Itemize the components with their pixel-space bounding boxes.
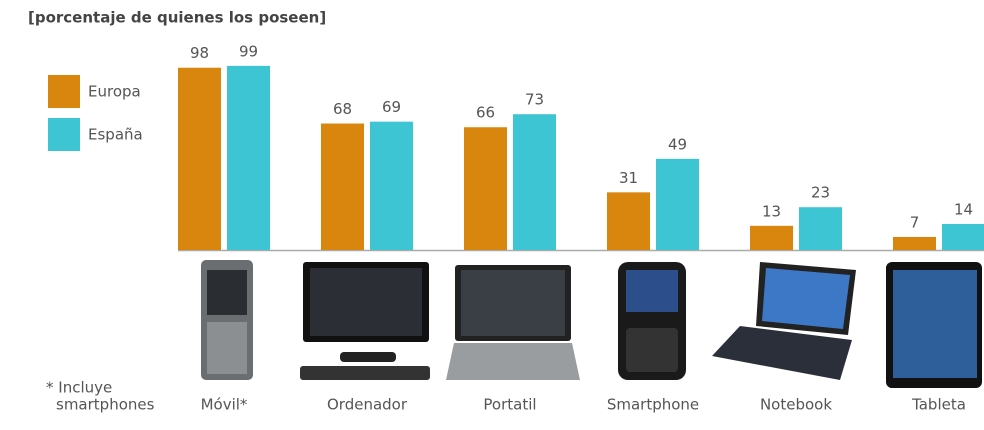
value-label: 23 [811,184,830,202]
value-label: 31 [619,169,638,187]
value-label: 99 [239,42,258,60]
phone-image [201,260,253,380]
legend-swatch [48,118,80,151]
footnote: * Incluye smartphones [46,379,155,414]
tablet-image [886,262,982,388]
x-tick-label: Portatil [483,396,536,414]
x-tick-label: Notebook [760,396,832,414]
value-label: 98 [190,44,209,62]
value-label: 7 [910,213,920,231]
value-label: 69 [382,98,401,116]
bar [656,158,699,250]
x-tick-label: Tableta [911,396,966,414]
x-tick-label: Smartphone [607,396,699,414]
value-label: 73 [525,91,544,109]
monitor-image [300,262,430,380]
value-label: 49 [668,135,687,153]
footnote-line: smartphones [56,396,155,414]
x-tick-label: Móvil* [201,396,248,414]
device-images [201,260,982,388]
legend-label: España [88,126,143,144]
bar [607,192,650,250]
chart-title: [porcentaje de quienes los poseen] [28,9,326,27]
bar [942,223,984,250]
bar [750,225,793,250]
footnote-line: * Incluye [46,379,112,397]
value-label: 14 [954,200,973,218]
value-label: 13 [762,202,781,220]
bar [893,236,936,250]
value-label: 66 [476,104,495,122]
smartphone-image [618,262,686,380]
netbook-image [712,262,856,380]
bar [464,127,507,250]
value-label: 68 [333,100,352,118]
legend-swatch [48,75,80,108]
bar [370,121,413,250]
bar [321,123,364,250]
laptop-image [446,265,580,380]
x-tick-label: Ordenador [327,396,408,414]
bar [178,67,221,250]
bar [227,65,270,250]
bar [799,207,842,250]
legend-label: Europa [88,83,141,101]
bar [513,114,556,250]
